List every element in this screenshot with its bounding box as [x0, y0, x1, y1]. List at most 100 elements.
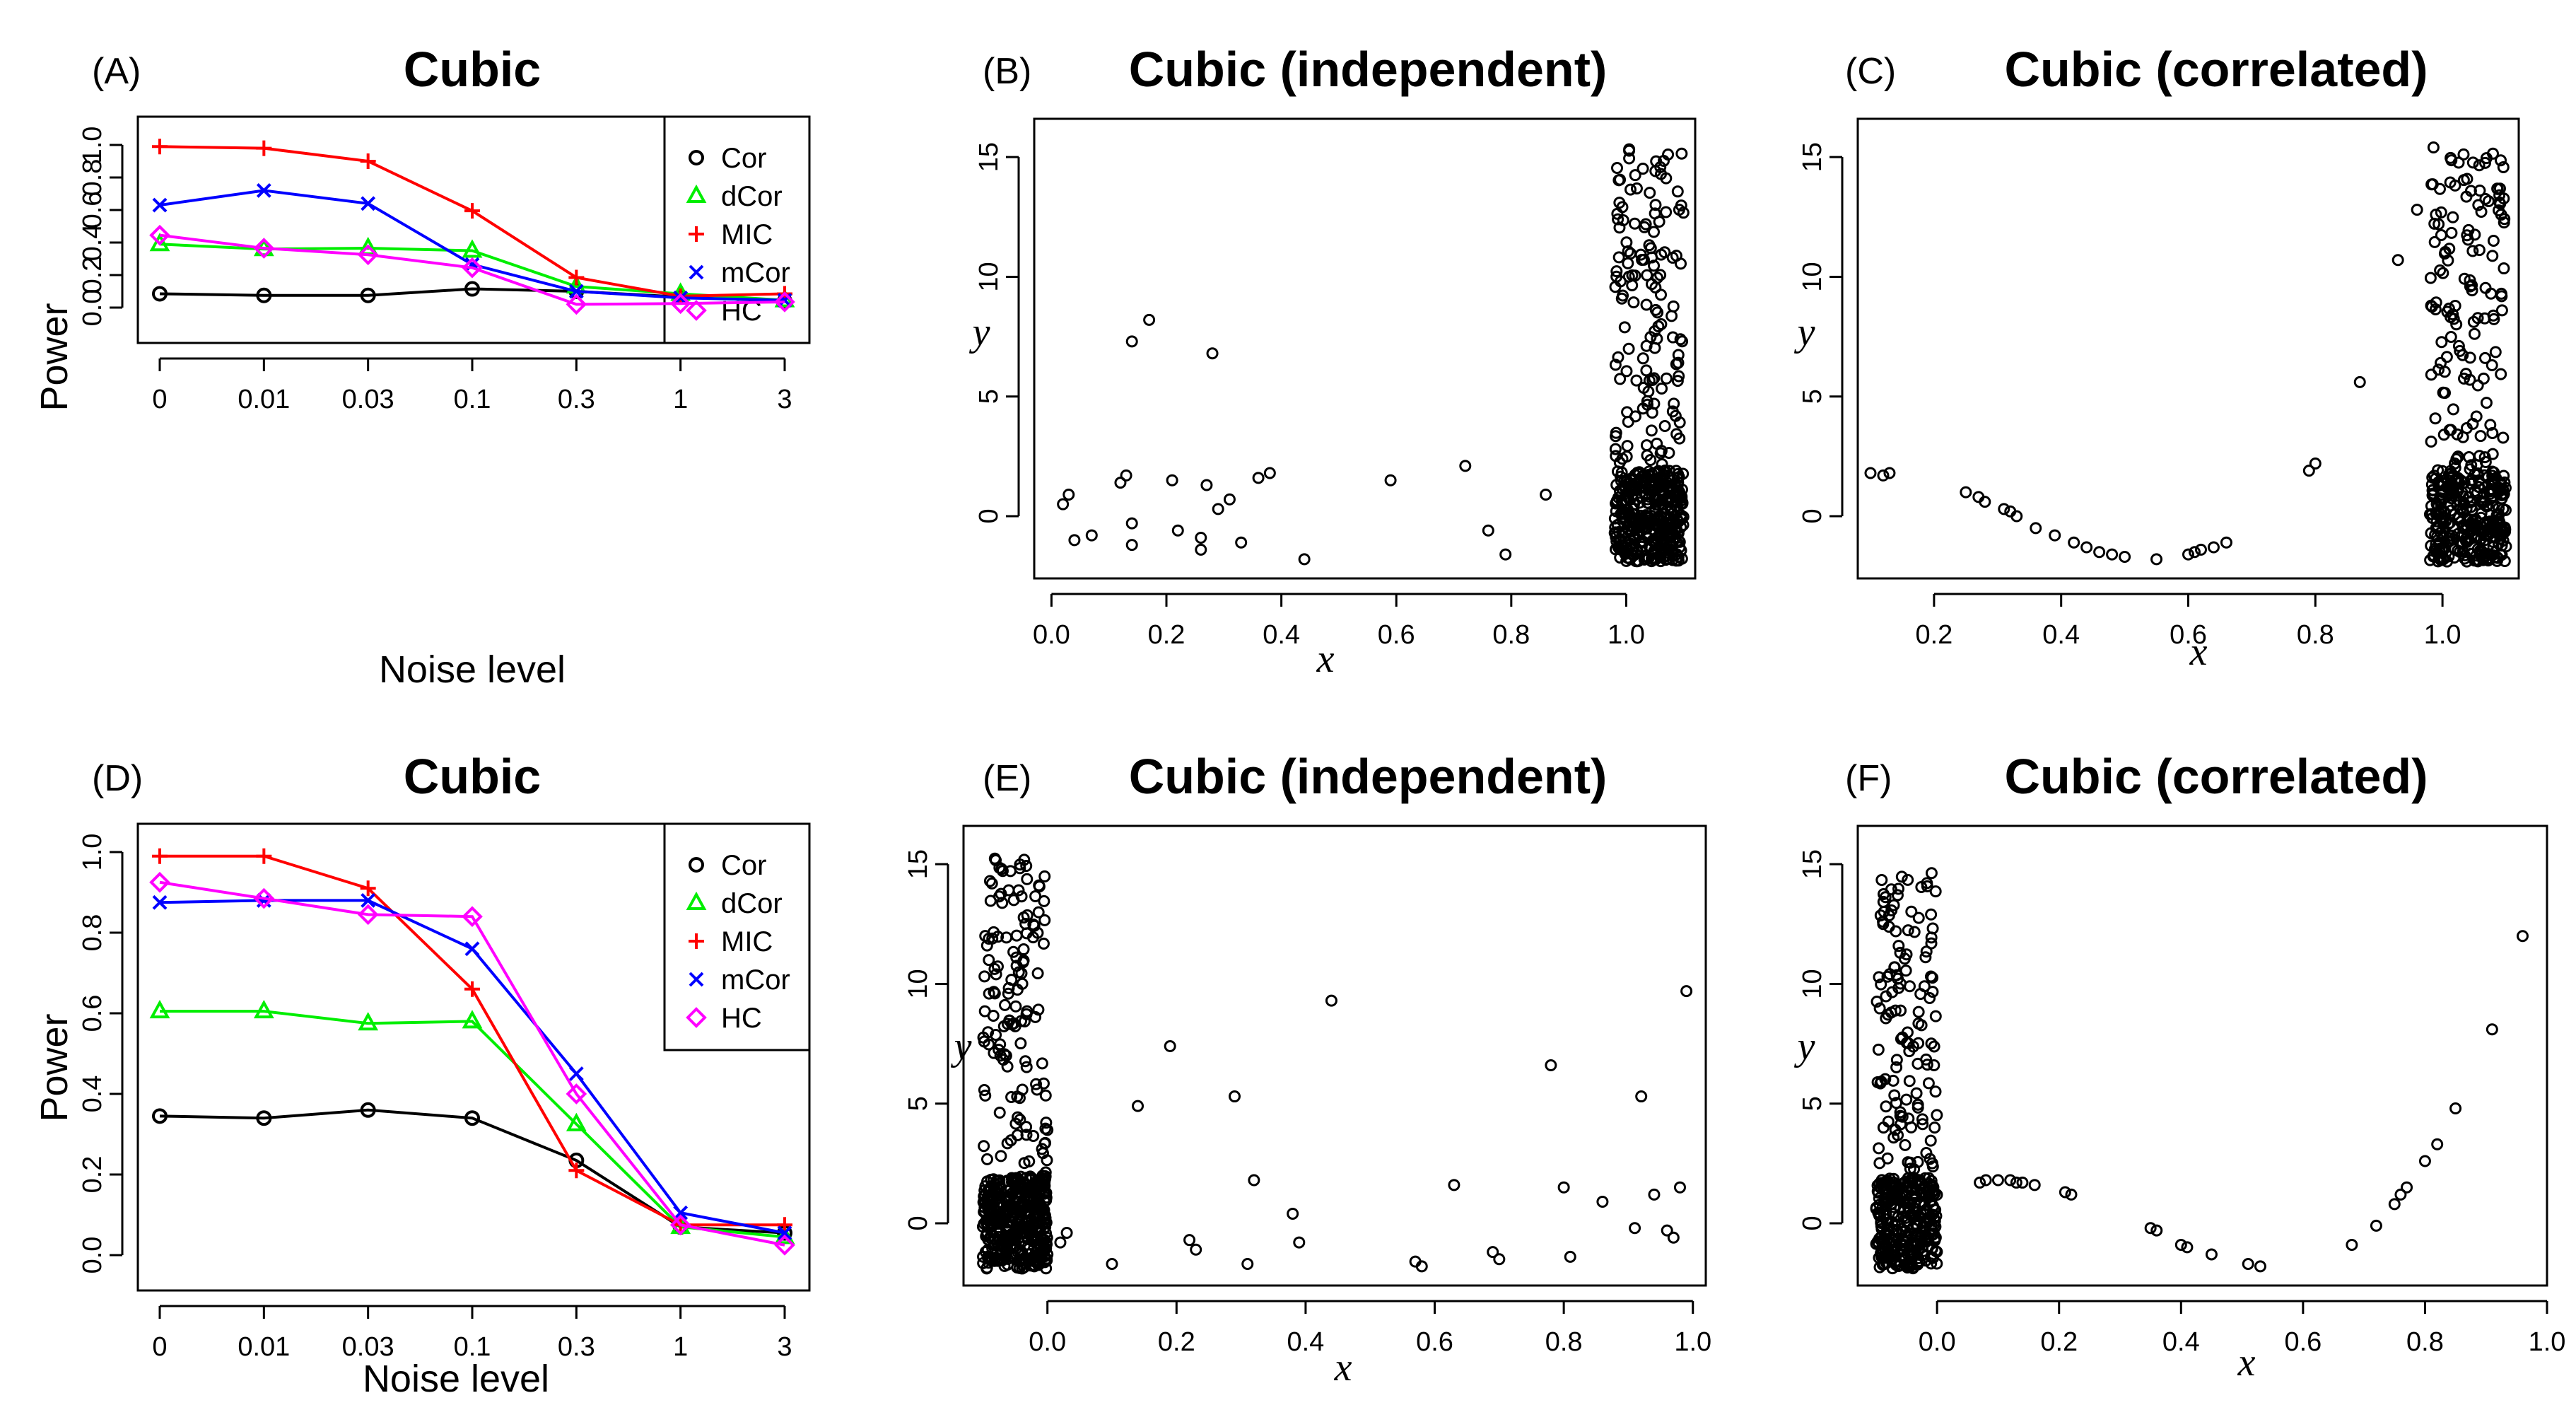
cluster-point — [1892, 882, 1905, 895]
cluster-point — [1645, 474, 1658, 487]
cluster-point — [1040, 1117, 1053, 1129]
cluster-point — [1666, 405, 1679, 418]
cluster-point — [1903, 1075, 1916, 1088]
data-point — [1125, 539, 1138, 552]
cluster-point — [1658, 246, 1671, 259]
data-point-hc — [669, 293, 691, 315]
data-point-mcor — [361, 196, 376, 211]
cluster-point — [978, 1005, 991, 1018]
cluster-point — [1653, 215, 1665, 228]
cluster-point — [993, 890, 1005, 903]
cluster-point — [1627, 479, 1640, 491]
data-point — [1680, 985, 1693, 998]
data-point — [1068, 534, 1081, 547]
cluster-point — [1928, 1059, 1940, 1072]
y-tick-label: 0 — [974, 508, 1004, 523]
cluster-point — [1667, 300, 1680, 313]
data-point-mcor — [256, 182, 271, 198]
cluster-point — [2492, 513, 2505, 526]
cluster-point — [1888, 1089, 1901, 1102]
cluster-point — [1630, 374, 1643, 387]
cluster-point — [1641, 269, 1653, 281]
data-point — [2302, 465, 2315, 477]
cluster-point — [2447, 211, 2459, 223]
cluster-point — [1870, 996, 1883, 1008]
series-line-hc — [159, 233, 785, 306]
cluster-point — [1013, 1092, 1026, 1105]
cluster-point — [1899, 964, 1912, 977]
cluster-point — [2429, 412, 2442, 425]
data-point — [1974, 1176, 1986, 1189]
data-point — [1125, 517, 1138, 530]
y-tick-label: 10 — [1798, 969, 1827, 998]
y-tick-label: 0 — [1798, 1216, 1827, 1230]
data-point — [2220, 536, 2232, 549]
data-point-hc — [462, 257, 483, 279]
cluster-point — [1925, 937, 1938, 950]
cluster-point — [2458, 272, 2471, 285]
data-point — [1223, 493, 1236, 506]
cluster-point — [1920, 1232, 1933, 1245]
cluster-point — [1675, 508, 1687, 521]
data-point — [1540, 489, 1552, 501]
cluster-point — [1640, 439, 1653, 452]
cluster-point — [1029, 890, 1042, 902]
cluster-point — [2498, 262, 2510, 275]
legend-label-cor: Cor — [721, 850, 766, 881]
cluster-point — [2474, 430, 2487, 443]
cluster-point — [2457, 545, 2469, 558]
cluster-point — [1015, 967, 1028, 980]
data-point — [2004, 1174, 2017, 1187]
data-point — [1545, 1059, 1557, 1072]
data-point — [1114, 477, 1127, 489]
cluster-point — [1891, 889, 1904, 902]
data-point — [1171, 524, 1184, 537]
cluster-point — [1609, 528, 1622, 540]
cluster-point — [1925, 1257, 1938, 1270]
data-point-cor — [256, 287, 272, 303]
data-point-mic — [464, 981, 480, 997]
cluster-point — [2480, 397, 2493, 409]
y-tick-label: 0.8 — [78, 159, 107, 197]
cluster-point — [1614, 373, 1627, 385]
cluster-point — [1621, 440, 1634, 453]
cluster-point — [1644, 187, 1656, 199]
x-tick-label: 0.6 — [1416, 1327, 1453, 1357]
cluster-point — [1676, 497, 1689, 510]
data-point — [2205, 1248, 2218, 1261]
chart-title: Cubic (independent) — [1129, 42, 1608, 97]
data-point — [2080, 541, 2093, 554]
cluster-point — [2473, 184, 2486, 197]
cluster-point — [978, 1140, 990, 1153]
cluster-point — [1925, 1037, 1938, 1050]
cluster-point — [2463, 450, 2476, 463]
data-point — [1864, 467, 1877, 479]
cluster-point — [2425, 527, 2437, 540]
cluster-point — [1656, 458, 1668, 470]
data-point — [1293, 1236, 1306, 1249]
x-axis-label: Noise level — [363, 1358, 549, 1400]
data-point-mcor — [361, 892, 376, 908]
cluster-point — [993, 1044, 1005, 1056]
cluster-point — [2473, 481, 2486, 494]
cluster-point — [1031, 967, 1044, 979]
y-tick-label: 0.0 — [78, 289, 107, 327]
cluster-point — [988, 962, 1001, 975]
cluster-point — [2462, 223, 2475, 236]
x-tick-label: 0.8 — [2406, 1327, 2444, 1357]
cluster-point — [1916, 1118, 1929, 1131]
cluster-point — [1904, 1156, 1916, 1169]
data-point — [1166, 474, 1178, 486]
cluster-point — [2466, 156, 2479, 169]
cluster-point — [2481, 523, 2494, 535]
plot-frame — [1856, 824, 2548, 1287]
cluster-point — [990, 968, 1002, 981]
cluster-point — [985, 877, 998, 890]
data-point — [2010, 510, 2023, 523]
cluster-point — [1878, 1258, 1890, 1271]
cluster-point — [1648, 372, 1661, 385]
cluster-point — [980, 1153, 993, 1165]
cluster-point — [2497, 431, 2510, 444]
cluster-point — [2445, 154, 2458, 167]
x-tick-label: 0.8 — [1545, 1327, 1583, 1357]
